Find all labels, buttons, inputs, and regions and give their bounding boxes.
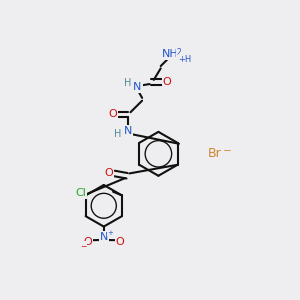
Text: O: O — [83, 237, 92, 247]
Text: +H: +H — [178, 55, 192, 64]
Text: N: N — [133, 82, 142, 92]
Text: Cl: Cl — [75, 188, 86, 198]
Text: H: H — [114, 129, 122, 139]
Text: −: − — [80, 242, 86, 251]
Text: −: − — [223, 146, 232, 156]
Text: O: O — [116, 237, 124, 247]
Text: NH: NH — [162, 50, 178, 59]
Text: N: N — [124, 126, 132, 136]
Text: N: N — [100, 232, 108, 242]
Text: H: H — [124, 78, 132, 88]
Text: O: O — [108, 109, 117, 119]
Text: 2: 2 — [176, 48, 181, 57]
Text: O: O — [163, 77, 172, 87]
Text: Br: Br — [207, 147, 221, 160]
Text: +: + — [107, 230, 113, 236]
Text: O: O — [104, 168, 113, 178]
